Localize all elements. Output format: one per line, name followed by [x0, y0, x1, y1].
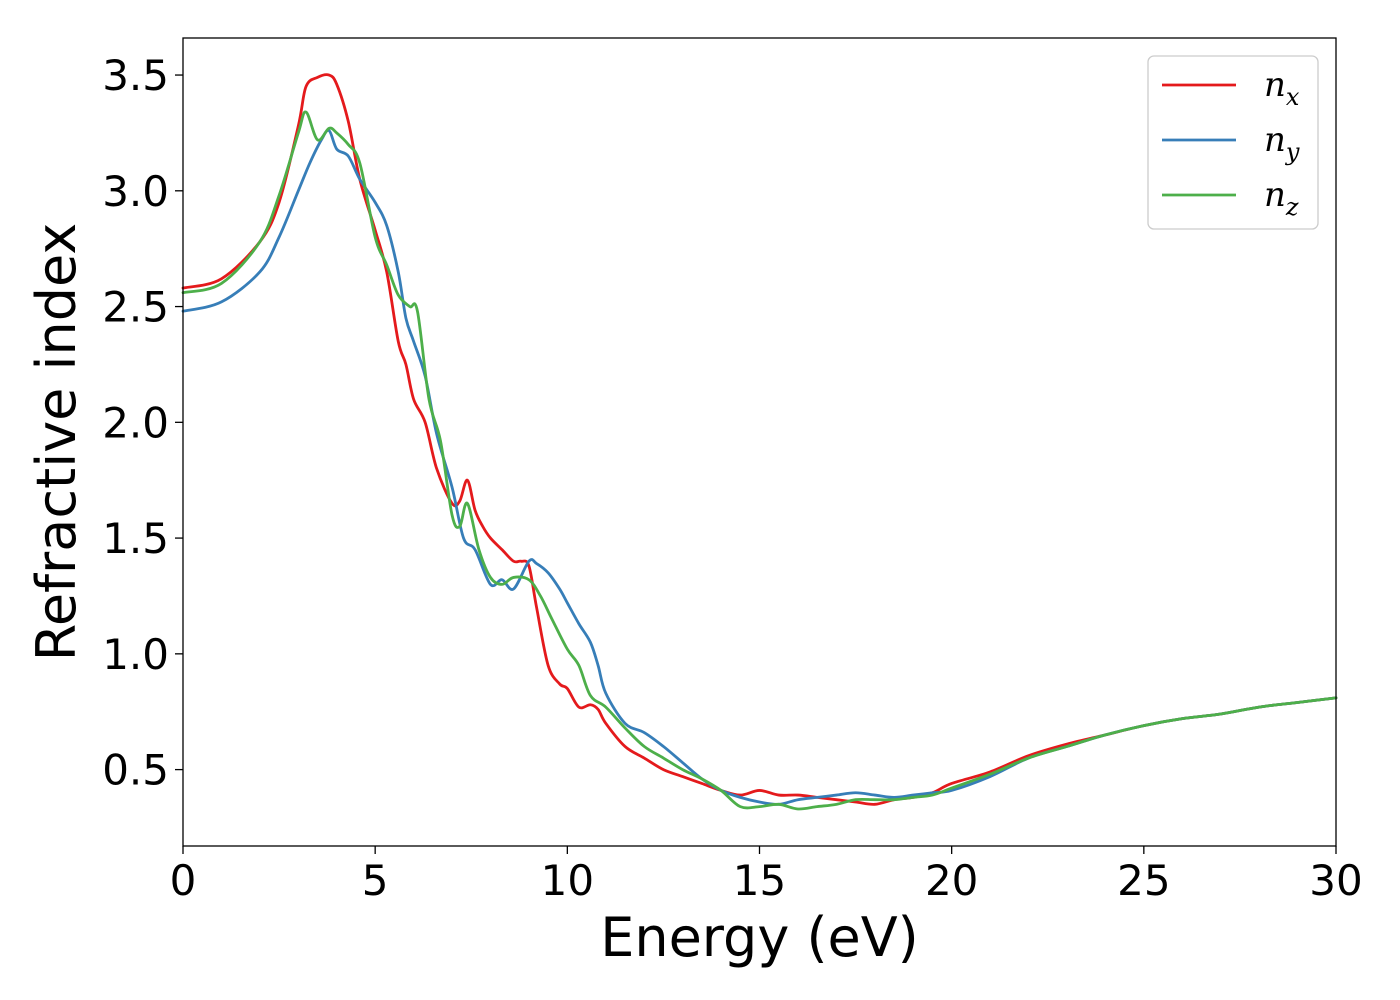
series-line-nz — [181, 110, 1338, 811]
series-line-nx — [181, 73, 1338, 806]
y-tick-label: 2.5 — [102, 283, 169, 332]
legend-label-nz: nz — [1264, 175, 1299, 221]
x-tick-label: 25 — [1117, 856, 1170, 905]
legend-label-subscript: z — [1285, 193, 1299, 221]
x-tick-label: 15 — [733, 856, 786, 905]
legend-label-main: n — [1264, 120, 1286, 160]
y-axis-label: Refractive index — [25, 223, 88, 662]
y-axis: 0.5 1.0 1.5 2.0 2.5 3.0 3.5 — [102, 51, 183, 795]
series-layer — [181, 73, 1338, 811]
y-tick-label: 0.5 — [102, 746, 169, 795]
legend-label-subscript: y — [1285, 138, 1300, 166]
y-tick-label: 1.0 — [102, 630, 169, 679]
legend-box — [1147, 55, 1319, 230]
y-tick-label: 1.5 — [102, 514, 169, 563]
y-tick-label: 2.0 — [102, 398, 169, 447]
x-tick-label: 10 — [541, 856, 594, 905]
x-axis-label: Energy (eV) — [600, 906, 919, 969]
x-tick-label: 20 — [925, 856, 978, 905]
legend-label-ny: ny — [1264, 120, 1300, 166]
x-tick-label: 5 — [362, 856, 389, 905]
x-axis: 0 5 10 15 20 25 30 — [170, 846, 1363, 905]
x-tick-label: 0 — [170, 856, 197, 905]
series-line-ny — [181, 128, 1338, 806]
y-tick-label: 3.5 — [102, 51, 169, 100]
y-tick-label: 3.0 — [102, 167, 169, 216]
legend-label-subscript: x — [1286, 83, 1300, 111]
legend-label-nx: nx — [1264, 65, 1300, 111]
plot-area — [183, 38, 1336, 846]
legend-label-main: n — [1264, 65, 1286, 105]
x-tick-label: 30 — [1309, 856, 1362, 905]
legend-label-main: n — [1264, 175, 1286, 215]
